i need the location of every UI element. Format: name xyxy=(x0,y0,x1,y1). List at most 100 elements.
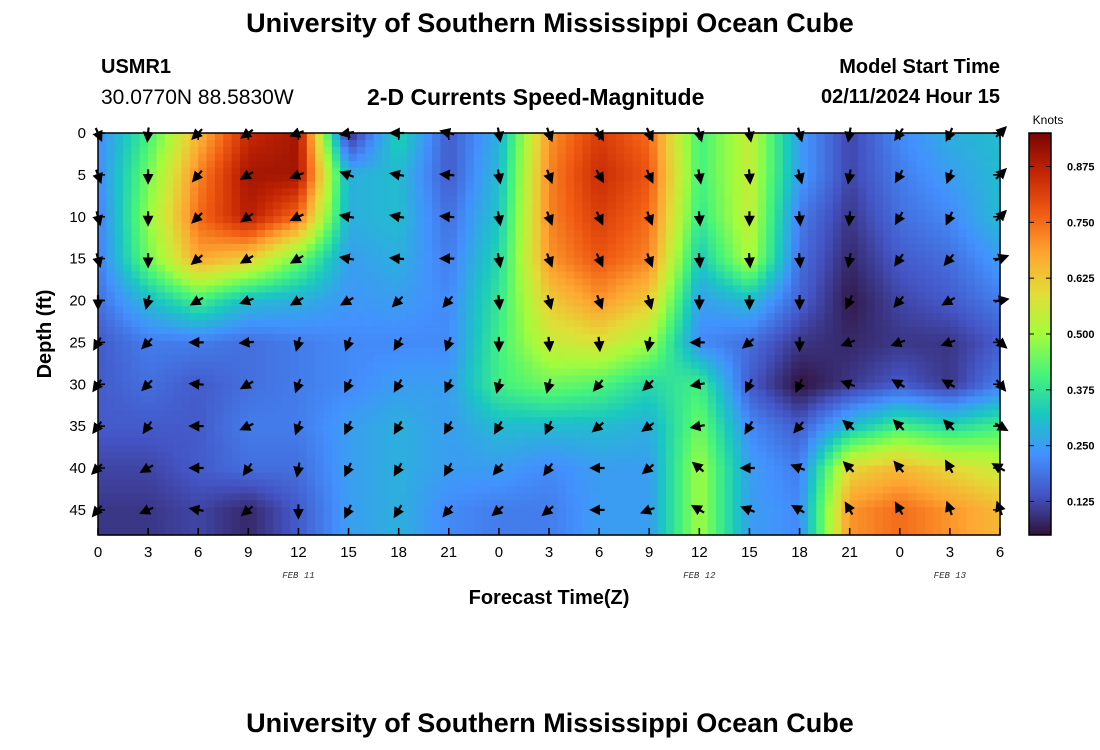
heatmap-cell xyxy=(398,431,408,439)
heatmap-cell xyxy=(415,257,425,266)
heatmap-cell xyxy=(690,167,700,176)
heatmap-cell xyxy=(991,313,1001,321)
heatmap-cell xyxy=(590,354,600,363)
heatmap-cell xyxy=(290,236,300,245)
heatmap-cell xyxy=(473,292,483,300)
heatmap-cell xyxy=(682,403,692,411)
heatmap-cell xyxy=(223,431,233,439)
heatmap-cell xyxy=(139,334,149,342)
heatmap-cell xyxy=(281,417,291,425)
heatmap-cell xyxy=(782,250,792,259)
heatmap-cell xyxy=(799,202,809,210)
heatmap-cell xyxy=(741,403,751,411)
heatmap-cell xyxy=(206,437,216,446)
heatmap-cell xyxy=(407,257,416,266)
heatmap-cell xyxy=(381,133,391,141)
heatmap-cell xyxy=(582,340,592,349)
heatmap-cell xyxy=(782,306,792,314)
heatmap-cell xyxy=(206,195,216,203)
heatmap-cell xyxy=(181,431,191,439)
heatmap-cell xyxy=(373,299,383,307)
heatmap-cell xyxy=(432,153,442,162)
heatmap-cell xyxy=(949,354,959,363)
heatmap-cell xyxy=(498,340,508,349)
heatmap-cell xyxy=(891,444,901,453)
heatmap-cell xyxy=(607,375,617,384)
heatmap-cell xyxy=(365,230,375,238)
heatmap-cell xyxy=(423,250,433,259)
heatmap-cell xyxy=(173,216,183,224)
heatmap-cell xyxy=(549,139,558,148)
heatmap-cell xyxy=(365,354,375,363)
heatmap-cell xyxy=(849,299,859,307)
heatmap-cell xyxy=(432,160,442,169)
heatmap-cell xyxy=(273,202,283,210)
heatmap-cell xyxy=(156,146,166,155)
heatmap-cell xyxy=(223,451,233,460)
heatmap-cell xyxy=(490,167,500,176)
heatmap-cell xyxy=(415,230,425,238)
heatmap-cell xyxy=(214,320,224,328)
heatmap-cell xyxy=(139,181,149,190)
heatmap-cell xyxy=(98,403,107,411)
heatmap-cell xyxy=(490,368,500,377)
heatmap-cell xyxy=(106,146,116,155)
heatmap-cell xyxy=(206,160,216,169)
heatmap-cell xyxy=(858,133,867,141)
heatmap-cell xyxy=(891,347,901,356)
heatmap-cell xyxy=(181,146,191,155)
heatmap-cell xyxy=(749,243,759,252)
heatmap-cell xyxy=(816,236,826,245)
heatmap-cell xyxy=(824,292,834,300)
heatmap-cell xyxy=(657,243,667,252)
heatmap-cell xyxy=(607,223,617,231)
heatmap-cell xyxy=(649,375,659,384)
heatmap-cell xyxy=(507,174,517,183)
heatmap-cell xyxy=(131,202,141,210)
heatmap-cell xyxy=(457,299,467,307)
heatmap-cell xyxy=(958,174,968,183)
heatmap-cell xyxy=(323,347,333,356)
heatmap-cell xyxy=(457,257,467,266)
heatmap-cell xyxy=(173,181,183,190)
heatmap-cell xyxy=(974,347,984,356)
heatmap-cell xyxy=(214,327,224,335)
heatmap-cell xyxy=(657,320,667,328)
heatmap-cell xyxy=(123,133,133,141)
heatmap-cell xyxy=(791,160,801,169)
heatmap-cell xyxy=(173,340,183,349)
heatmap-cell xyxy=(214,417,224,425)
heatmap-cell xyxy=(941,431,951,439)
heatmap-cell xyxy=(799,209,809,217)
heatmap-cell xyxy=(682,133,692,141)
heatmap-cell xyxy=(181,354,191,363)
heatmap-cell xyxy=(908,389,918,397)
heatmap-cell xyxy=(432,146,442,155)
heatmap-cell xyxy=(106,139,116,148)
heatmap-cell xyxy=(832,437,842,446)
heatmap-cell xyxy=(607,299,617,307)
heatmap-cell xyxy=(106,417,116,425)
heatmap-cell xyxy=(298,444,308,453)
heatmap-cell xyxy=(690,347,700,356)
heatmap-cell xyxy=(991,250,1001,259)
heatmap-cell xyxy=(899,133,909,141)
heatmap-cell xyxy=(365,243,375,252)
heatmap-cell xyxy=(640,389,650,397)
heatmap-cell xyxy=(248,361,258,370)
heatmap-cell xyxy=(724,195,734,203)
heatmap-cell xyxy=(966,340,976,349)
heatmap-cell xyxy=(682,313,692,321)
heatmap-cell xyxy=(365,375,375,384)
heatmap-cell xyxy=(131,299,141,307)
heatmap-cell xyxy=(490,431,500,439)
heatmap-cell xyxy=(958,167,968,176)
heatmap-cell xyxy=(306,153,316,162)
heatmap-cell xyxy=(515,181,525,190)
heatmap-cell xyxy=(724,327,734,335)
heatmap-cell xyxy=(774,431,784,439)
heatmap-cell xyxy=(866,403,876,411)
heatmap-cell xyxy=(507,146,517,155)
heatmap-cell xyxy=(690,250,700,259)
